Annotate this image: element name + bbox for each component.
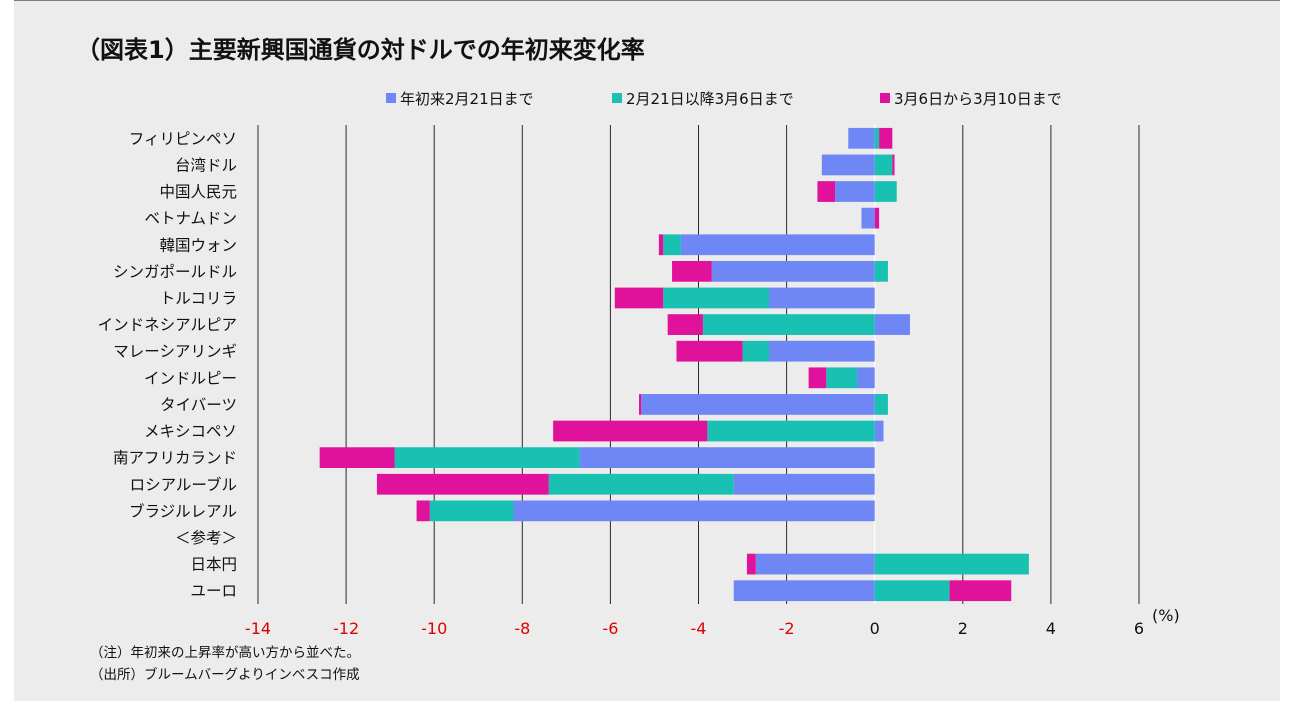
category-label: 中国人民元 xyxy=(159,183,237,201)
chart-frame: （図表1）主要新興国通貨の対ドルでの年初来変化率 年初来2月21日まで 2月21日… xyxy=(14,0,1280,701)
bar-segment-3 xyxy=(416,500,430,522)
bar-segment-3 xyxy=(746,553,756,575)
bar-segment-1 xyxy=(874,420,884,442)
legend-label: 年初来2月21日まで xyxy=(400,90,534,108)
legend-label: 3月6日から3月10日まで xyxy=(894,90,1062,108)
bar-segment-1 xyxy=(821,154,875,176)
note-ordering: （注）年初来の上昇率が高い方から並べた。 xyxy=(90,644,360,661)
bar-segment-2 xyxy=(874,154,893,176)
x-tick-label: -12 xyxy=(333,619,359,638)
bar-segment-1 xyxy=(641,394,875,415)
bar-segment-2 xyxy=(742,340,769,362)
bar-segment-3 xyxy=(676,340,743,362)
category-label: 韓国ウォン xyxy=(159,236,237,254)
x-tick-label: -10 xyxy=(421,619,447,638)
bar-segment-1 xyxy=(680,234,875,256)
category-label: メキシコペソ xyxy=(144,423,237,441)
bar-segment-3 xyxy=(319,447,395,469)
x-tick-label: -2 xyxy=(779,619,795,638)
note-source: （出所）ブルームバーグよりインベスコ作成 xyxy=(90,666,360,683)
bar-segment-2 xyxy=(874,181,897,202)
bars xyxy=(319,127,1029,602)
category-labels: フィリピンペソ台湾ドル中国人民元ベトナムドン韓国ウォンシンガポールドルトルコリラ… xyxy=(98,130,237,600)
tick-labels: -14 -12 -10 -8 -6 -4 -2 0 2 4 6 xyxy=(245,619,1144,638)
bar-segment-1 xyxy=(733,580,875,602)
x-tick-label: -14 xyxy=(245,619,271,638)
bar-segment-2 xyxy=(874,394,888,415)
bar-segment-1 xyxy=(755,553,875,575)
bar-segment-2 xyxy=(663,287,769,309)
category-label: ベトナムドン xyxy=(144,210,237,228)
bar-segment-1 xyxy=(579,447,875,469)
category-label: ＜参考＞ xyxy=(175,529,237,547)
bar-segment-3 xyxy=(639,394,642,415)
x-tick-label: 2 xyxy=(958,619,968,638)
bar-segment-3 xyxy=(672,260,712,282)
bar-segment-2 xyxy=(429,500,514,522)
bar-segment-3 xyxy=(667,314,703,335)
category-label: フィリピンペソ xyxy=(129,130,237,148)
bar-segment-2 xyxy=(702,314,875,335)
bar-segment-1 xyxy=(874,314,910,335)
legend: 年初来2月21日まで 2月21日以降3月6日まで 3月6日から3月10日まで xyxy=(386,90,1062,108)
bar-segment-1 xyxy=(835,181,875,202)
bar-segment-2 xyxy=(548,473,734,495)
chart-title: （図表1）主要新興国通貨の対ドルでの年初来変化率 xyxy=(76,36,645,64)
bar-segment-2 xyxy=(663,234,681,256)
bar-segment-1 xyxy=(857,367,875,389)
bar-segment-1 xyxy=(733,473,875,495)
bar-segment-3 xyxy=(892,154,895,176)
category-label: インドネシアルピア xyxy=(98,316,237,334)
legend-swatch xyxy=(612,93,622,103)
bar-segment-3 xyxy=(376,473,549,495)
bar-segment-2 xyxy=(874,580,950,602)
legend-swatch xyxy=(386,93,396,103)
bar-segment-1 xyxy=(711,260,875,282)
chart: （図表1）主要新興国通貨の対ドルでの年初来変化率 年初来2月21日まで 2月21日… xyxy=(76,36,1180,683)
x-tick-label: -6 xyxy=(602,619,618,638)
bar-segment-2 xyxy=(707,420,875,442)
unit-label: (%) xyxy=(1152,606,1180,625)
bar-segment-2 xyxy=(874,553,1029,575)
category-label: マレーシアリンギ xyxy=(113,343,237,361)
category-label: ブラジルレアル xyxy=(129,501,237,520)
x-tick-label: 6 xyxy=(1134,619,1144,638)
category-label: インドルピー xyxy=(144,369,237,387)
category-label: シンガポールドル xyxy=(113,263,237,281)
bar-segment-3 xyxy=(874,207,880,229)
bar-segment-2 xyxy=(826,367,858,389)
category-label: 南アフリカランド xyxy=(113,449,237,467)
bar-segment-3 xyxy=(553,420,708,442)
bar-segment-3 xyxy=(817,181,836,202)
bar-segment-1 xyxy=(861,207,875,229)
bar-segment-3 xyxy=(949,580,1012,602)
bar-segment-2 xyxy=(874,260,888,282)
bar-segment-1 xyxy=(768,287,875,309)
bar-segment-1 xyxy=(768,340,875,362)
category-label: 台湾ドル xyxy=(175,156,237,174)
gridlines xyxy=(257,125,1140,604)
x-tick-label: 0 xyxy=(870,619,880,638)
category-label: ロシアルーブル xyxy=(130,475,237,494)
legend-swatch xyxy=(880,93,890,103)
legend-label: 2月21日以降3月6日まで xyxy=(626,90,794,108)
bar-segment-3 xyxy=(658,234,664,256)
bar-segment-1 xyxy=(848,127,875,149)
x-tick-label: -8 xyxy=(514,619,530,638)
bar-segment-2 xyxy=(874,127,880,149)
bar-segment-3 xyxy=(879,127,893,149)
bar-segment-3 xyxy=(614,287,664,309)
category-label: 日本円 xyxy=(190,556,237,574)
category-label: トルコリラ xyxy=(160,289,237,307)
bar-segment-3 xyxy=(808,367,827,389)
bar-segment-2 xyxy=(394,447,580,469)
x-tick-label: -4 xyxy=(691,619,707,638)
bar-segment-1 xyxy=(513,500,875,522)
category-label: タイバーツ xyxy=(160,396,237,414)
category-label: ユーロ xyxy=(190,582,237,600)
x-tick-label: 4 xyxy=(1046,619,1056,638)
